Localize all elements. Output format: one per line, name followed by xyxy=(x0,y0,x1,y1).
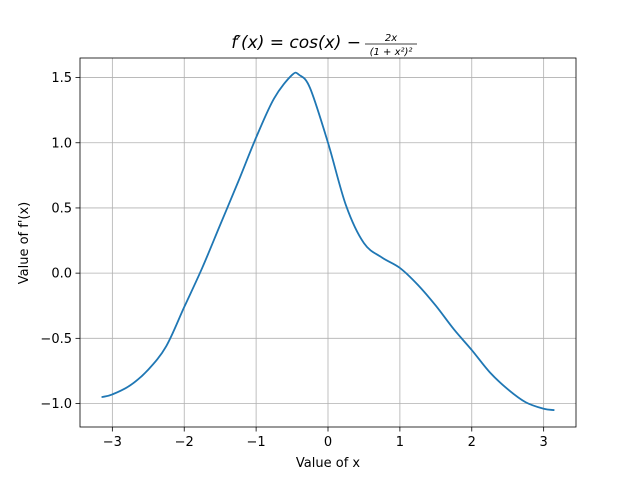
y-tick-label: 1.0 xyxy=(51,136,72,151)
grid-lines xyxy=(80,58,576,427)
x-tick-label: −1 xyxy=(247,435,266,450)
y-tick-label: −0.5 xyxy=(40,332,72,347)
x-tick-label: −2 xyxy=(175,435,194,450)
x-axis-ticks: −3 −2 −1 0 1 2 3 xyxy=(103,427,548,450)
y-tick-label: −1.0 xyxy=(40,397,72,412)
y-tick-label: 0.0 xyxy=(51,267,72,282)
x-tick-label: 1 xyxy=(396,435,404,450)
chart-title: f′(x) = cos(x) − 2x (1 + x²)² xyxy=(231,33,417,58)
y-tick-label: 1.5 xyxy=(51,71,72,86)
y-tick-label: 0.5 xyxy=(51,201,72,216)
x-tick-label: −3 xyxy=(103,435,122,450)
x-tick-label: 2 xyxy=(468,435,476,450)
title-numerator: 2x xyxy=(385,33,397,44)
x-tick-label: 0 xyxy=(324,435,332,450)
title-denominator: (1 + x²)² xyxy=(370,47,413,58)
series-line xyxy=(101,71,555,411)
title-lhs: f′(x) = cos(x) − xyxy=(231,33,361,53)
x-axis-label: Value of x xyxy=(296,456,360,471)
plot-area xyxy=(101,71,555,411)
y-axis-ticks: −1.0 −0.5 0.0 0.5 1.0 1.5 xyxy=(40,71,80,412)
x-tick-label: 3 xyxy=(540,435,548,450)
y-axis-label: Value of f'(x) xyxy=(17,202,32,284)
